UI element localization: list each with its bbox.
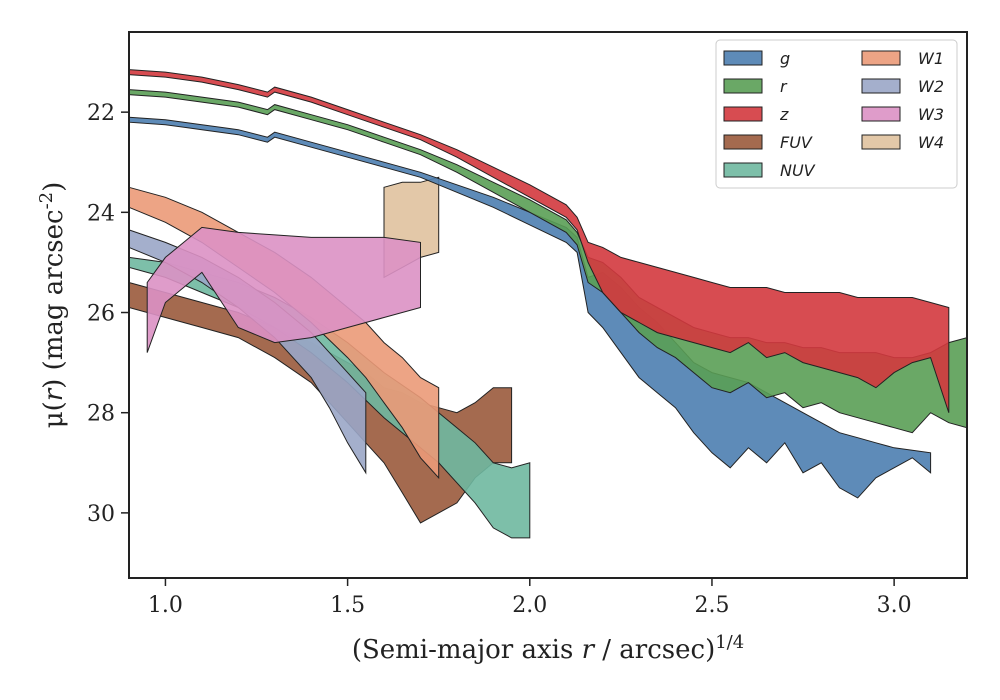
y-axis-label: μ(r) (mag arcsec-2): [36, 182, 70, 429]
x-tick-label-4: 3.0: [877, 593, 912, 618]
area-z: [128, 69, 950, 413]
y-tick-label-4: 30: [87, 502, 115, 527]
legend-label-w3: W3: [918, 105, 944, 124]
x-axis-label: (Semi-major axis r / arcsec)1/4: [352, 632, 744, 666]
data-areas: [128, 69, 968, 539]
legend-swatch-r: [723, 78, 763, 94]
x-tick-label-1: 1.5: [330, 593, 365, 618]
legend-label-fuv: FUV: [780, 133, 813, 152]
legend-swatch-w4: [861, 134, 901, 150]
legend-swatch-w3: [861, 106, 901, 122]
y-tick-label-3: 28: [87, 402, 115, 427]
area-w3: [146, 226, 421, 353]
y-tick-label-2: 26: [87, 302, 115, 327]
legend-label-w1: W1: [918, 49, 944, 68]
y-tick-label-1: 24: [87, 201, 115, 226]
legend: grz FUV NUV W1 W2 W3 W4: [715, 39, 958, 189]
x-tick-label-0: 1.0: [148, 593, 183, 618]
legend-label-r: r: [780, 77, 788, 96]
legend-label-w2: W2: [918, 77, 944, 96]
legend-label-z: z: [779, 105, 789, 124]
legend-swatch-w2: [861, 78, 901, 94]
legend-label-nuv: NUV: [780, 161, 816, 180]
legend-swatch-z: [723, 106, 763, 122]
plot-frame: [128, 31, 968, 579]
y-tick-label-0: 22: [87, 101, 115, 126]
x-tick-label-3: 2.5: [694, 593, 729, 618]
legend-swatch-nuv: [723, 162, 763, 178]
legend-label-g: g: [780, 49, 790, 68]
y-axis-ticks: 22 24 26 28 30: [87, 101, 129, 527]
x-axis-ticks: 1.0 1.5 2.0 2.5 3.0: [148, 578, 912, 618]
legend-swatch-g: [723, 50, 763, 66]
legend-box: [715, 39, 958, 189]
legend-label-w4: W4: [918, 133, 944, 152]
area-g: [128, 116, 932, 499]
legend-swatch-fuv: [723, 134, 763, 150]
legend-swatch-w1: [861, 50, 901, 66]
x-tick-label-2: 2.0: [512, 593, 547, 618]
